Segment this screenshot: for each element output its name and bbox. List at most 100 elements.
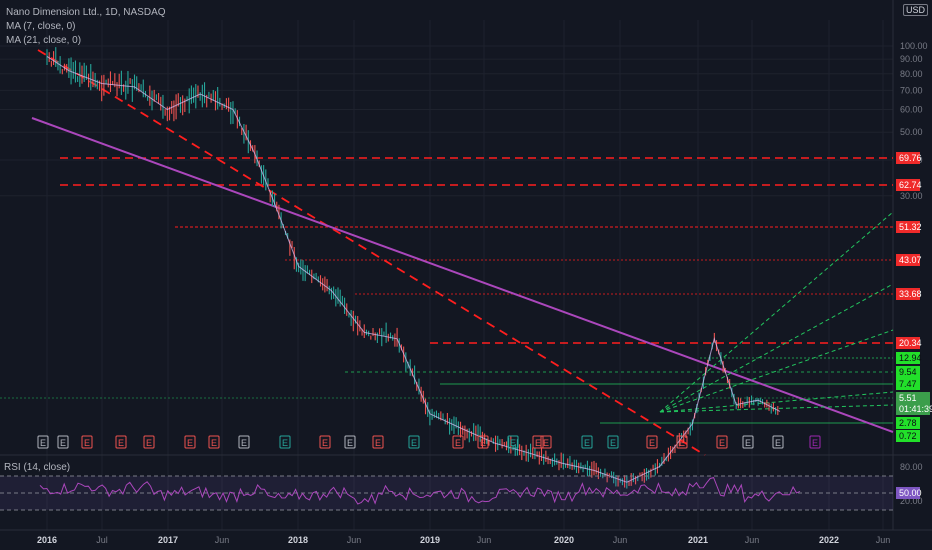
earnings-marker: E — [455, 438, 461, 448]
earnings-marker-box — [607, 435, 619, 449]
level-label-bg — [896, 430, 920, 442]
level-label-bg — [896, 352, 920, 364]
level-label: 51.32 — [899, 222, 922, 232]
earnings-marker: E — [649, 438, 655, 448]
earnings-marker-box — [238, 435, 250, 449]
earnings-marker-box — [81, 435, 93, 449]
level-label-bg — [896, 337, 920, 349]
price-levels — [0, 157, 893, 424]
earnings-marker: E — [241, 438, 247, 448]
level-label: 62.74 — [899, 180, 922, 190]
level-label-bg — [896, 152, 920, 164]
level-label: 12.94 — [899, 353, 922, 363]
earnings-marker: E — [510, 438, 516, 448]
rsi-current-label: 50.00 — [899, 488, 922, 498]
earnings-marker: E — [347, 438, 353, 448]
earnings-marker-box — [507, 435, 519, 449]
earnings-marker: E — [480, 438, 486, 448]
rsi-label: RSI (14, close) — [4, 462, 70, 473]
time-tick-label: Jul — [96, 535, 108, 545]
earnings-marker: E — [146, 438, 152, 448]
level-label-bg — [896, 417, 920, 429]
level-label: 5.51 — [899, 393, 917, 403]
level-label: 01:41:39 — [899, 404, 932, 414]
level-label: 20.34 — [899, 338, 922, 348]
earnings-marker: E — [60, 438, 66, 448]
earnings-marker-box — [115, 435, 127, 449]
earnings-marker-box — [646, 435, 658, 449]
earnings-marker-box — [532, 435, 544, 449]
earnings-marker: E — [187, 438, 193, 448]
level-label: 43.07 — [899, 255, 922, 265]
earnings-marker: E — [812, 438, 818, 448]
time-tick-label: 2018 — [288, 535, 308, 545]
level-label: 0.72 — [899, 431, 917, 441]
earnings-marker-box — [452, 435, 464, 449]
earnings-marker-box — [344, 435, 356, 449]
chart-title: Nano Dimension Ltd., 1D, NASDAQ — [6, 7, 166, 18]
earnings-marker: E — [719, 438, 725, 448]
currency-badge[interactable]: USD — [903, 4, 929, 16]
rsi-current-bg — [896, 487, 920, 499]
earnings-marker-box — [477, 435, 489, 449]
earnings-marker-box — [57, 435, 69, 449]
earnings-marker-box — [716, 435, 728, 449]
time-tick-label: Jun — [745, 535, 760, 545]
level-label-bg — [896, 403, 930, 415]
price-tick-label: 80.00 — [900, 69, 923, 79]
earnings-marker: E — [84, 438, 90, 448]
price-tick-label: 30.00 — [900, 191, 923, 201]
fan-line — [659, 211, 894, 413]
earnings-marker: E — [282, 438, 288, 448]
earnings-marker: E — [411, 438, 417, 448]
fan-line — [659, 404, 894, 413]
level-labels: 69.76 62.74 51.32 43.07 33.68 20.34 12.94 9.54 7… — [896, 152, 932, 442]
earnings-marker-box — [184, 435, 196, 449]
level-label: 7.47 — [899, 379, 917, 389]
price-tick-label: 90.00 — [900, 54, 923, 64]
level-label: 33.68 — [899, 289, 922, 299]
indicator-ma21[interactable]: MA (21, close, 0) — [6, 35, 82, 46]
time-tick-label: Jun — [347, 535, 362, 545]
earnings-marker-box — [540, 435, 552, 449]
earnings-marker-box — [37, 435, 49, 449]
earnings-marker: E — [118, 438, 124, 448]
indicator-ma7[interactable]: MA (7, close, 0) — [6, 21, 76, 32]
earnings-marker-box — [408, 435, 420, 449]
fan-line — [659, 283, 894, 413]
level-label-bg — [896, 378, 920, 390]
purple-trendline — [31, 117, 894, 433]
earnings-marker: E — [535, 438, 541, 448]
earnings-marker-box — [279, 435, 291, 449]
earnings-marker: E — [679, 438, 685, 448]
chart-legend: Nano Dimension Ltd., 1D, NASDAQ MA (7, c… — [6, 6, 166, 48]
earnings-marker-box — [143, 435, 155, 449]
price-tick-label: 100.00 — [900, 41, 928, 51]
level-label-bg — [896, 254, 920, 266]
earnings-marker-box — [809, 435, 821, 449]
time-axis: 2016 Jul 2017 Jun 2018 Jun 2019 Jun 2020 Jun 2021 J… — [37, 535, 890, 545]
price-tick-label: 50.00 — [900, 127, 923, 137]
earnings-marker: E — [775, 438, 781, 448]
earnings-marker: E — [375, 438, 381, 448]
fan-line — [659, 329, 894, 413]
level-label: 2.78 — [899, 418, 917, 428]
rsi-tick-label: 20.00 — [900, 496, 923, 506]
level-label-bg — [896, 288, 920, 300]
time-tick-label: 2022 — [819, 535, 839, 545]
price-tick-label: 70.00 — [900, 85, 923, 95]
level-label-bg — [896, 366, 920, 378]
earnings-marker: E — [745, 438, 751, 448]
earnings-marker: E — [584, 438, 590, 448]
earnings-marker: E — [211, 438, 217, 448]
earnings-marker-box — [676, 435, 688, 449]
level-label-bg — [896, 221, 920, 233]
time-tick-label: 2016 — [37, 535, 57, 545]
earnings-marker: E — [543, 438, 549, 448]
earnings-marker-box — [208, 435, 220, 449]
time-tick-label: Jun — [876, 535, 891, 545]
